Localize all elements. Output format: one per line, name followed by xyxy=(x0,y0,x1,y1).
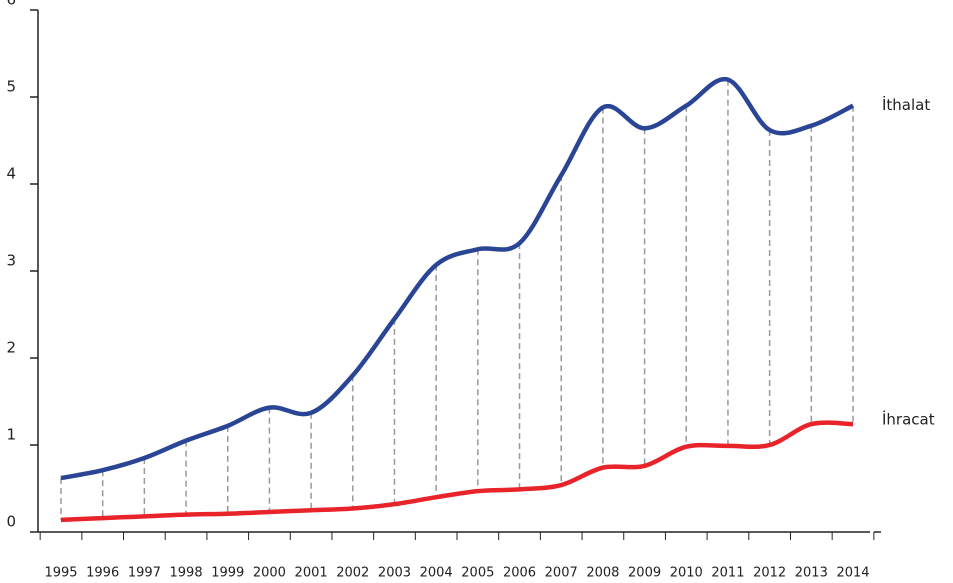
y-tick-label: 3 xyxy=(6,252,16,270)
y-tick-label: 6 xyxy=(6,0,16,9)
x-tick-label: 2007 xyxy=(545,566,578,581)
x-tick-label: 1995 xyxy=(44,566,77,581)
series-label: İhracat xyxy=(882,410,935,429)
x-tick-label: 2013 xyxy=(795,566,828,581)
x-tick-label: 2008 xyxy=(586,566,619,581)
x-tick-label: 2012 xyxy=(753,566,786,581)
y-tick-label: 4 xyxy=(6,165,16,183)
series-line xyxy=(60,420,854,523)
x-tick-label: 2002 xyxy=(336,566,369,581)
x-tick-label: 1997 xyxy=(128,566,161,581)
x-tick-label: 2004 xyxy=(420,566,453,581)
y-tick-label: 0 xyxy=(6,513,16,531)
x-tick-label: 2014 xyxy=(836,566,869,581)
y-tick-label: 5 xyxy=(6,78,16,96)
x-tick-label: 2001 xyxy=(295,566,328,581)
x-tick-label: 2000 xyxy=(253,566,286,581)
x-tick-label: 1998 xyxy=(170,566,203,581)
x-tick-label: 2006 xyxy=(503,566,536,581)
y-tick-label: 1 xyxy=(6,426,16,444)
series-line xyxy=(60,76,855,481)
x-tick-label: 2010 xyxy=(670,566,703,581)
x-tick-label: 2011 xyxy=(711,566,744,581)
x-tick-label: 1999 xyxy=(211,566,244,581)
x-tick-label: 1996 xyxy=(86,566,119,581)
y-tick-label: 2 xyxy=(6,339,16,357)
x-tick-label: 2003 xyxy=(378,566,411,581)
x-tick-label: 2005 xyxy=(461,566,494,581)
series-label: İthalat xyxy=(882,95,930,114)
x-tick-label: 2009 xyxy=(628,566,661,581)
